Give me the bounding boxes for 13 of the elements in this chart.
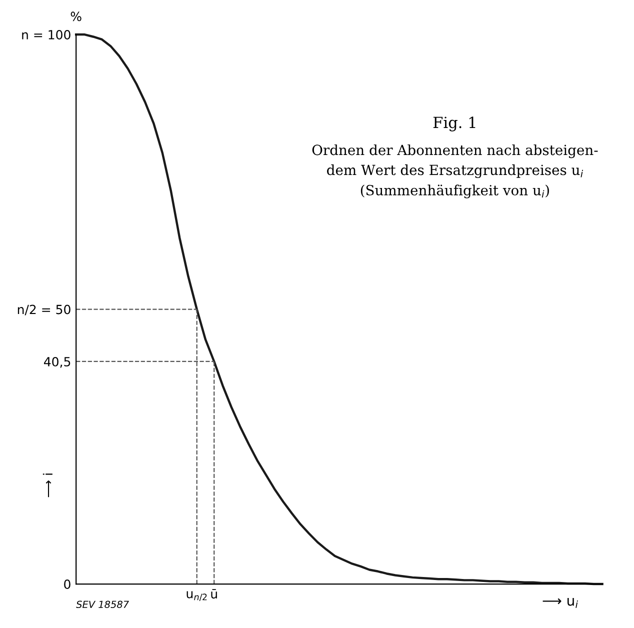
text: Fig. 1 (433, 116, 476, 132)
y-axis-title: ⟶ i (42, 474, 52, 498)
x-tick-label: ū (211, 589, 217, 599)
text: SEV 18587 (76, 600, 129, 608)
y-tick-label: n/2 = 50 (18, 304, 70, 316)
y-tick-label: 0 (64, 580, 70, 589)
x-axis-title: ⟶ u$_{i}$ (542, 598, 578, 608)
text: % (70, 12, 82, 22)
y-tick-label: 40,5 (44, 356, 70, 368)
line-series (74, 33, 604, 586)
text: Ordnen der Abonnenten nach absteigen- dem Wert des Ersatzgrundpreises u$_{i}$ (Summenhäufigkeit von u$_{i}$) (312, 144, 598, 198)
x-tick-label: u$_{n/2}$ (186, 591, 207, 601)
y-tick-label: n = 100 (22, 30, 70, 40)
